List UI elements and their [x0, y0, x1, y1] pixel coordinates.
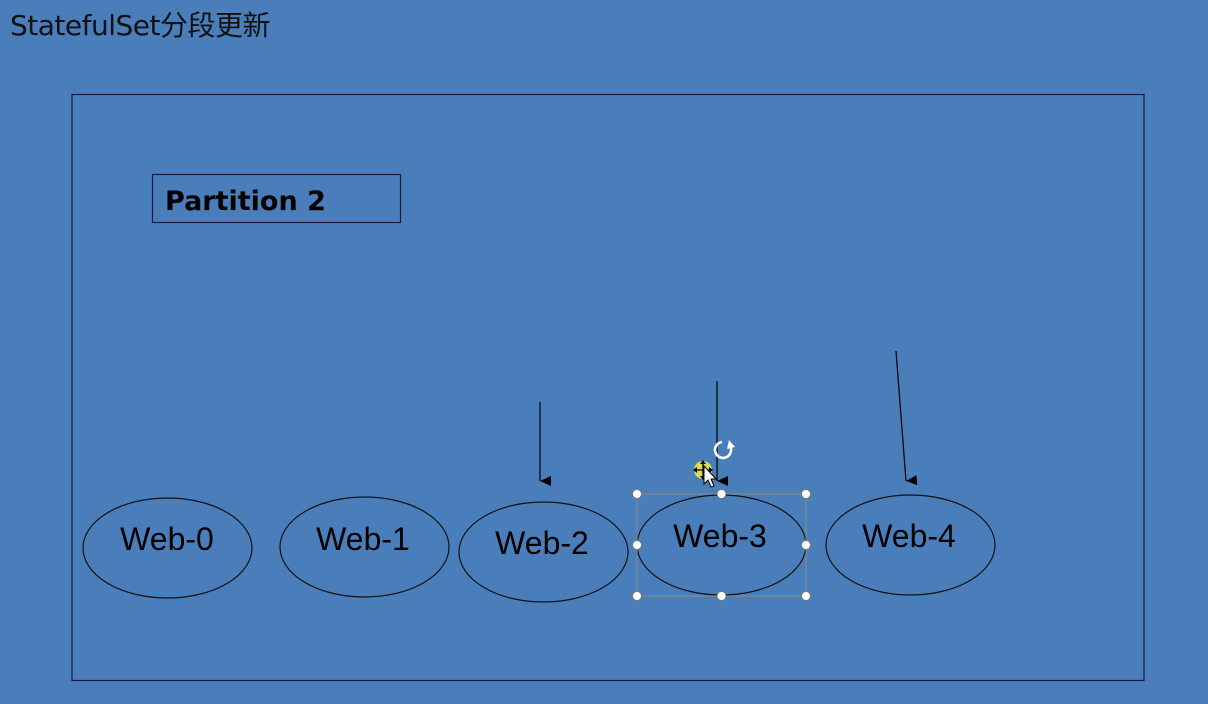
resize-handle-top-right[interactable]: [801, 489, 811, 499]
resize-handle-left[interactable]: [632, 540, 642, 550]
partition-box[interactable]: Partition 2: [151, 173, 402, 224]
frame-border: [71, 93, 1145, 682]
pod-ellipse: [825, 494, 996, 596]
pod-label: Web-4: [862, 518, 956, 554]
move-cursor-icon: [693, 460, 718, 488]
arrow-web-4[interactable]: [895, 350, 918, 486]
slide-title: StatefulSet分段更新: [10, 9, 270, 42]
pod-label: Web-2: [495, 525, 589, 561]
resize-handle-top[interactable]: [716, 489, 727, 499]
pod-web-2[interactable]: Web-2: [458, 501, 629, 603]
pod-label: Web-3: [673, 518, 767, 554]
pod-ellipse: [82, 497, 253, 599]
resize-handle-bottom[interactable]: [716, 591, 727, 601]
resize-handle-top-left[interactable]: [632, 489, 642, 499]
pod-ellipse: [458, 501, 629, 603]
pod-ellipse: [279, 496, 450, 598]
selection-frame[interactable]: [632, 440, 811, 601]
partition-label: Partition 2: [165, 186, 326, 217]
pod-web-0[interactable]: Web-0: [82, 497, 253, 599]
pod-web-3[interactable]: Web-3: [636, 494, 807, 596]
pod-web-4[interactable]: Web-4: [825, 494, 996, 596]
pod-web-1[interactable]: Web-1: [279, 496, 450, 598]
resize-handle-bottom-left[interactable]: [632, 591, 642, 601]
pod-label: Web-1: [316, 521, 410, 557]
rotate-icon[interactable]: [713, 440, 735, 460]
resize-handle-right[interactable]: [801, 540, 811, 550]
partition-box-border: [151, 173, 402, 224]
resize-handle-bottom-right[interactable]: [801, 591, 811, 601]
pod-label: Web-0: [120, 521, 214, 557]
